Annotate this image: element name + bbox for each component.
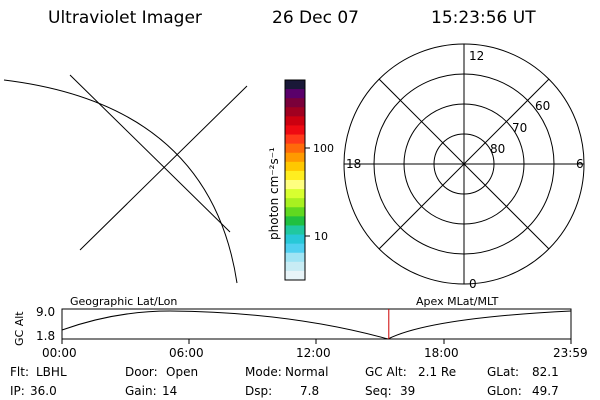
colorbar-band bbox=[285, 116, 305, 126]
time-label: 15:23:56 UT bbox=[431, 8, 536, 28]
flt-label: Flt: bbox=[10, 365, 29, 379]
ip-value: 36.0 bbox=[30, 384, 57, 398]
colorbar-band bbox=[285, 170, 305, 181]
gcalt-label: GC Alt: bbox=[365, 365, 407, 379]
glon-value: 49.7 bbox=[532, 384, 559, 398]
glat-value: 82.1 bbox=[532, 365, 559, 379]
gc-altitude-curve bbox=[61, 310, 572, 340]
date-label: 26 Dec 07 bbox=[272, 8, 359, 28]
xtick-label-3: 18:00 bbox=[424, 346, 459, 360]
mlt-label-0: 0 bbox=[469, 277, 477, 291]
door-label: Door: bbox=[125, 365, 158, 379]
colorbar-band bbox=[285, 152, 305, 163]
glat-label: GLat: bbox=[487, 365, 520, 379]
door-value: Open bbox=[166, 365, 199, 379]
colorbar-band bbox=[285, 243, 305, 254]
colorbar-ticks bbox=[305, 147, 310, 237]
mlt-label-18: 18 bbox=[346, 157, 361, 171]
instrument-title: Ultraviolet Imager bbox=[48, 8, 202, 28]
gcalt-value: 2.1 Re bbox=[418, 365, 457, 379]
mlt-label-12: 12 bbox=[469, 49, 484, 63]
polar-plot bbox=[343, 43, 585, 285]
colorbar-band bbox=[285, 89, 305, 99]
dsp-value: 7.8 bbox=[300, 384, 320, 398]
colorbar-band bbox=[285, 252, 305, 263]
timeline-xticks bbox=[61, 339, 572, 344]
colorbar-band bbox=[285, 80, 305, 90]
xtick-label-0: 00:00 bbox=[42, 346, 77, 360]
ip-label: IP: bbox=[10, 384, 25, 398]
colorbar-band bbox=[285, 125, 305, 136]
mode-value: Normal bbox=[285, 365, 329, 379]
timeline-left-title: Geographic Lat/Lon bbox=[70, 295, 177, 308]
gain-value: 14 bbox=[162, 384, 178, 398]
flt-value: LBHL bbox=[36, 365, 67, 379]
timeline-ylabel: GC Alt bbox=[13, 311, 26, 346]
grid-line-ne bbox=[79, 85, 248, 251]
colorbar-band bbox=[285, 98, 305, 108]
earth-limb-arc bbox=[3, 79, 238, 284]
dsp-label: Dsp: bbox=[245, 384, 273, 398]
lat-label-70: 70 bbox=[512, 121, 527, 135]
colorbar-band bbox=[285, 207, 305, 217]
colorbar-band bbox=[285, 189, 305, 199]
mode-label: Mode: bbox=[245, 365, 282, 379]
colorbar-band bbox=[285, 134, 305, 145]
mlt-line-diag-b bbox=[378, 78, 550, 250]
colorbar-band bbox=[285, 270, 305, 281]
colorbar-band bbox=[285, 143, 305, 154]
timeline-right-title: Apex MLat/MLT bbox=[416, 295, 499, 308]
colorbar-tick-100: 100 bbox=[313, 142, 334, 155]
grid-line-nw bbox=[69, 74, 231, 233]
colorbar-tick-10: 10 bbox=[314, 230, 328, 243]
lat-label-60: 60 bbox=[535, 99, 550, 113]
mlt-label-6: 6 bbox=[576, 157, 584, 171]
xtick-label-2: 12:00 bbox=[296, 346, 331, 360]
colorbar-band bbox=[285, 161, 305, 172]
timeline-ymin: 1.8 bbox=[36, 329, 55, 343]
colorbar-unit-label: photon cm⁻²s⁻¹ bbox=[267, 147, 281, 240]
timeline-frame bbox=[61, 308, 572, 340]
glon-label: GLon: bbox=[487, 384, 522, 398]
gain-label: Gain: bbox=[125, 384, 157, 398]
colorbar-band bbox=[285, 216, 305, 226]
lat-label-80: 80 bbox=[490, 142, 505, 156]
colorbar bbox=[285, 80, 305, 281]
colorbar-band bbox=[285, 107, 305, 117]
colorbar-band bbox=[285, 225, 305, 236]
xtick-label-1: 06:00 bbox=[169, 346, 204, 360]
colorbar-band bbox=[285, 234, 305, 245]
xtick-label-4: 23:59 bbox=[553, 346, 588, 360]
colorbar-frame bbox=[284, 79, 306, 281]
geographic-image-panel bbox=[3, 74, 248, 284]
colorbar-band bbox=[285, 180, 305, 190]
seq-label: Seq: bbox=[365, 384, 392, 398]
colorbar-band bbox=[285, 198, 305, 208]
colorbar-band bbox=[285, 261, 305, 272]
timeline-ymax: 9.0 bbox=[36, 305, 55, 319]
seq-value: 39 bbox=[400, 384, 416, 398]
